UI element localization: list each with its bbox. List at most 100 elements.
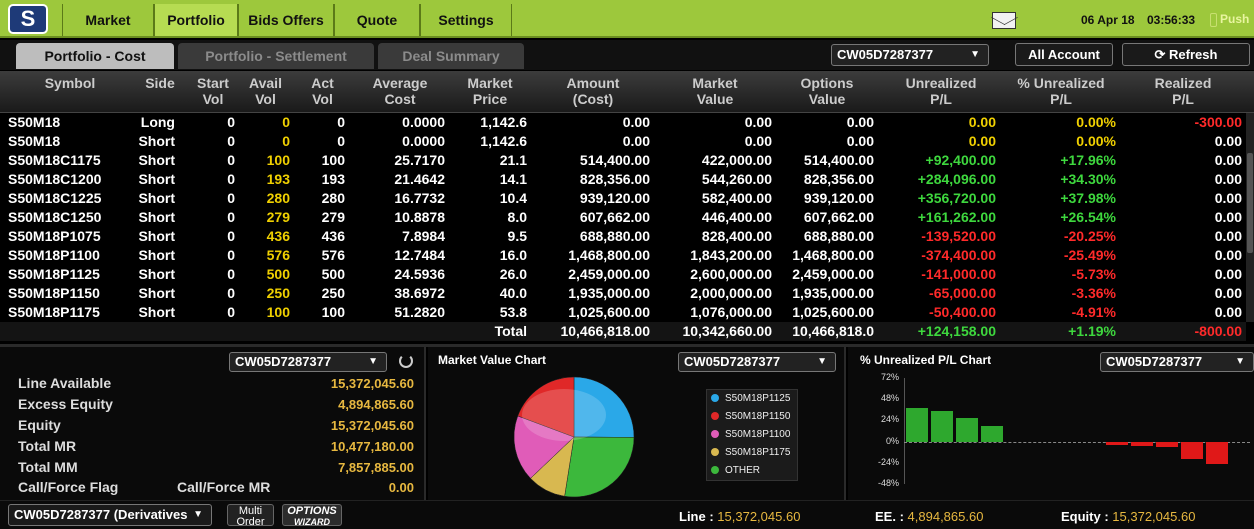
pl-bar[interactable]	[1206, 441, 1228, 465]
col-header[interactable]: % Unrealized P/L	[1003, 75, 1119, 107]
col-header[interactable]: Unrealized P/L	[887, 75, 995, 107]
col-header[interactable]: Market Price	[455, 75, 525, 107]
cell: 14.1	[499, 171, 527, 187]
col-header[interactable]: Options Value	[787, 75, 867, 107]
pl-chart-account-select[interactable]: CW05D7287377 ▼	[1100, 352, 1254, 372]
cell: 1,468,800.00	[568, 247, 650, 263]
cell: 828,356.00	[579, 171, 650, 187]
pl-bar[interactable]	[1106, 441, 1128, 445]
col-header-line: Options	[800, 75, 854, 91]
cell: 0	[282, 133, 290, 149]
cell: 607,662.00	[803, 209, 874, 225]
pl-bar[interactable]	[981, 425, 1003, 442]
cell: S50M18C1200	[8, 171, 102, 187]
mail-icon[interactable]	[992, 12, 1016, 29]
cell: 193	[321, 171, 345, 187]
cell: 0.00	[622, 114, 650, 130]
table-row[interactable]: S50M18P1100 Short 0 576 576 12.7484 16.0 1,468,…	[0, 246, 1246, 265]
col-header-line: Symbol	[44, 75, 96, 91]
bottom-account-select[interactable]: CW05D7287377 (Derivatives ▼	[8, 504, 212, 526]
cell: 280	[321, 190, 345, 206]
cell: 100	[321, 152, 345, 168]
table-row[interactable]: S50M18P1075 Short 0 436 436 7.8984 9.5 688,880.…	[0, 227, 1246, 246]
col-header-line: Amount	[566, 75, 620, 91]
cell: 0.00	[1214, 304, 1242, 320]
cell: 1,142.6	[480, 114, 527, 130]
col-header[interactable]: Market Value	[682, 75, 748, 107]
col-header-line: Realized	[1154, 75, 1212, 91]
pl-bar[interactable]	[1131, 441, 1153, 446]
cell: 280	[266, 190, 290, 206]
nav-portfolio[interactable]: Portfolio	[154, 4, 238, 36]
cell: 544,260.00	[701, 171, 772, 187]
cell: -4.91%	[1071, 304, 1116, 320]
chevron-down-icon: ▼	[970, 49, 980, 60]
account-select-value: CW05D7287377	[837, 47, 934, 62]
col-header[interactable]: Symbol	[25, 75, 115, 91]
pl-bar[interactable]	[956, 418, 978, 442]
col-header[interactable]: Amount (Cost)	[560, 75, 626, 107]
cell: 607,662.00	[579, 209, 650, 225]
multi-order-button[interactable]: Multi Order	[227, 504, 274, 528]
pl-bar[interactable]	[1181, 441, 1203, 460]
table-row[interactable]: S50M18P1175 Short 0 100 100 51.2820 53.8 1,025,…	[0, 303, 1246, 322]
col-header[interactable]: Act Vol	[300, 75, 345, 107]
table-row[interactable]: S50M18C1225 Short 0 280 280 16.7732 10.4 939,12…	[0, 189, 1246, 208]
nav-bids-offers[interactable]: Bids Offers	[238, 4, 334, 36]
cell: 0.00%	[1076, 114, 1116, 130]
table-row[interactable]: S50M18C1175 Short 0 100 100 25.7170 21.1 514,40…	[0, 151, 1246, 170]
pie-slice[interactable]	[564, 436, 635, 498]
app-logo[interactable]: S	[8, 4, 48, 34]
table-row[interactable]: S50M18C1200 Short 0 193 193 21.4642 14.1 828,35…	[0, 170, 1246, 189]
tab-portfolio-settlement[interactable]: Portfolio - Settlement	[178, 43, 374, 69]
col-header-line: Market	[692, 75, 738, 91]
push-toggle[interactable]: Push	[1210, 12, 1249, 27]
col-header[interactable]: Average Cost	[360, 75, 440, 107]
legend-label: S50M18P1125	[725, 393, 791, 404]
cell: 422,000.00	[701, 152, 772, 168]
cell: 0	[227, 228, 235, 244]
account-select[interactable]: CW05D7287377 ▼	[831, 44, 989, 66]
pl-bar[interactable]	[1156, 441, 1178, 447]
nav-quote[interactable]: Quote	[334, 4, 420, 36]
table-row[interactable]: S50M18 Long 0 0 0 0.0000 1,142.6 0.00 0.00 0.00 0.…	[0, 113, 1246, 132]
refresh-button[interactable]: ⟳ Refresh	[1122, 43, 1250, 66]
summary-account-select[interactable]: CW05D7287377 ▼	[229, 352, 387, 372]
col-header[interactable]: Realized P/L	[1140, 75, 1226, 107]
pl-bar[interactable]	[931, 411, 953, 442]
pl-bar[interactable]	[906, 408, 928, 442]
cell: 0	[227, 171, 235, 187]
pie-highlight	[522, 389, 606, 441]
tab-portfolio-cost[interactable]: Portfolio - Cost	[16, 43, 174, 69]
y-tick-label: 48%	[880, 393, 899, 404]
pie-slice[interactable]	[573, 376, 635, 438]
tab-deal-summary[interactable]: Deal Summary	[378, 43, 524, 69]
cell: 0.00	[1214, 247, 1242, 263]
table-row[interactable]: S50M18C1250 Short 0 279 279 10.8878 8.0 607,662…	[0, 208, 1246, 227]
cell: 0.00	[968, 114, 996, 130]
cell: 688,880.00	[579, 228, 650, 244]
cell: 576	[321, 247, 345, 263]
nav-settings[interactable]: Settings	[420, 4, 512, 36]
cell: 0.0000	[402, 114, 445, 130]
col-header[interactable]: Side	[130, 75, 190, 91]
refresh-label: Refresh	[1169, 47, 1218, 62]
refresh-icon[interactable]	[399, 354, 413, 368]
cell: 100	[321, 304, 345, 320]
table-row[interactable]: S50M18P1150 Short 0 250 250 38.6972 40.0 1,935,…	[0, 284, 1246, 303]
table-scrollbar[interactable]	[1246, 113, 1254, 322]
nav-market[interactable]: Market	[62, 4, 154, 36]
table-row[interactable]: S50M18 Short 0 0 0 0.0000 1,142.6 0.00 0.00 0.00 0…	[0, 132, 1246, 151]
col-header[interactable]: Start Vol	[193, 75, 233, 107]
cell: Short	[138, 133, 175, 149]
col-header[interactable]: Avail Vol	[243, 75, 288, 107]
options-wizard-button[interactable]: OPTIONS WIZARD	[282, 504, 342, 527]
scroll-thumb[interactable]	[1247, 153, 1253, 253]
total-cell: 10,466,818.0	[792, 323, 874, 339]
cell: 0	[227, 114, 235, 130]
all-account-button[interactable]: All Account	[1015, 43, 1113, 66]
cell: 514,400.00	[579, 152, 650, 168]
pie-slice[interactable]	[517, 376, 575, 438]
table-row[interactable]: S50M18P1125 Short 0 500 500 24.5936 26.0 2,459,…	[0, 265, 1246, 284]
mv-chart-account-select[interactable]: CW05D7287377 ▼	[678, 352, 836, 372]
